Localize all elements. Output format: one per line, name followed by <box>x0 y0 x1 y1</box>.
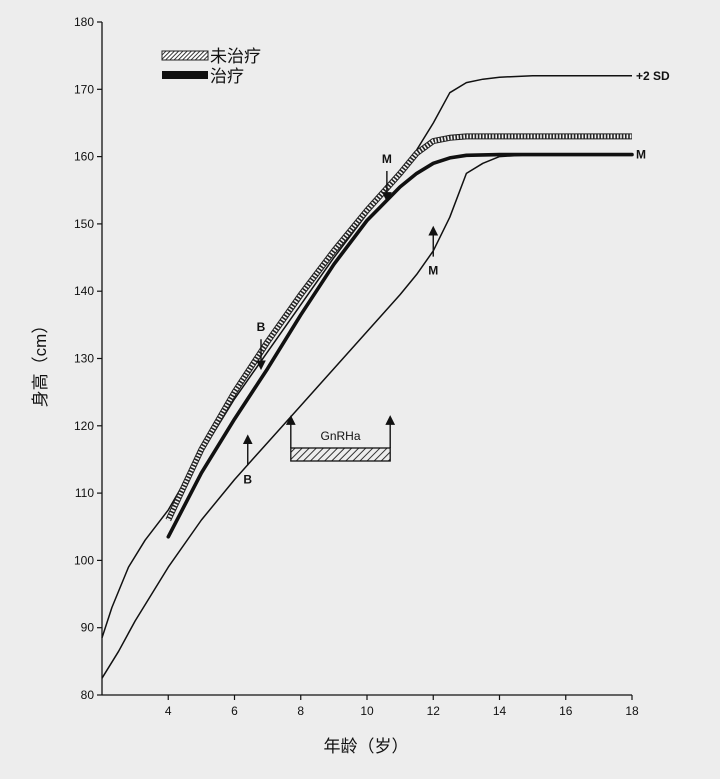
series-end-label: M <box>636 148 646 162</box>
y-axis-title: 身高（cm） <box>31 317 50 408</box>
x-tick-label: 8 <box>297 704 304 718</box>
annotation-label: M <box>382 152 392 166</box>
treatment-bar <box>290 447 391 462</box>
series-group: +2 SD M <box>101 69 670 679</box>
series-line-3 <box>166 152 634 539</box>
y-tick-label: 170 <box>74 82 94 96</box>
annotation-label: M <box>428 264 438 278</box>
x-axis-title: 年龄（岁） <box>324 737 409 756</box>
x-tick-label: 12 <box>427 704 441 718</box>
legend-label: 治疗 <box>210 67 244 86</box>
x-tick-label: 14 <box>493 704 507 718</box>
series-line-1 <box>101 153 632 679</box>
y-tick-label: 90 <box>81 621 95 635</box>
series-line-2-outline <box>165 133 632 522</box>
y-tick-label: 180 <box>74 15 94 29</box>
series-line-0 <box>101 75 632 639</box>
annotations-group: B B M M GnRHa <box>242 152 438 486</box>
y-tick-label: 160 <box>74 150 94 164</box>
legend-swatch-untreated <box>161 50 209 61</box>
x-tick-label: 6 <box>231 704 238 718</box>
axes: 80 90 100 110 120 130 140 150 160 170 180 4 6 8 10 12 14… <box>74 15 639 718</box>
legend-swatch-treated <box>162 71 208 79</box>
series-end-label: +2 SD <box>636 69 670 83</box>
x-tick-label: 18 <box>625 704 639 718</box>
x-tick-label: 16 <box>559 704 573 718</box>
y-tick-label: 120 <box>74 419 94 433</box>
annotation-label: B <box>257 320 266 334</box>
y-tick-label: 110 <box>75 486 94 500</box>
treatment-label: GnRHa <box>320 429 360 443</box>
y-tick-label: 80 <box>81 688 95 702</box>
x-tick-label: 10 <box>360 704 374 718</box>
x-tick-label: 4 <box>165 704 172 718</box>
annotation-label: B <box>243 472 252 486</box>
y-tick-label: 100 <box>74 553 94 567</box>
y-tick-label: 140 <box>74 284 94 298</box>
y-tick-label: 130 <box>74 352 94 366</box>
y-tick-label: 150 <box>74 217 94 231</box>
series-line-2 <box>166 134 632 521</box>
legend-label: 未治疗 <box>210 47 261 66</box>
